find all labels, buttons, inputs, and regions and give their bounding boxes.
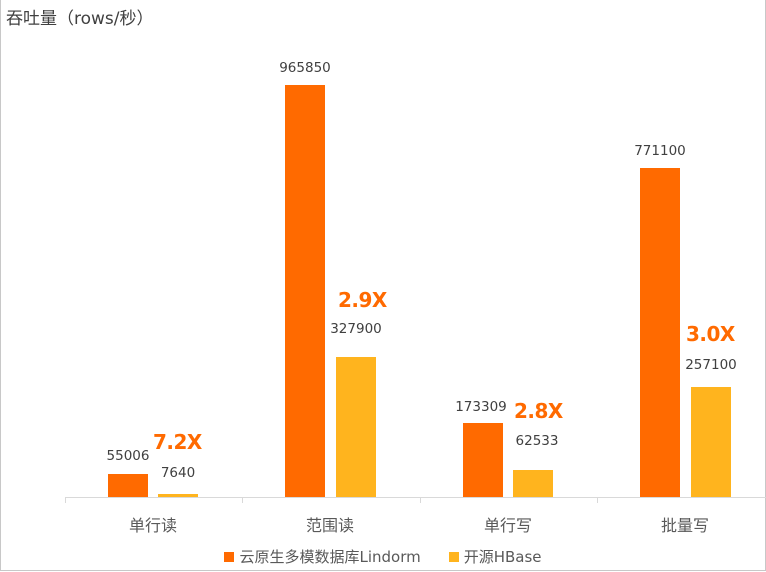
- bar-lindorm: [108, 474, 148, 497]
- ratio-annotation: 2.8X: [514, 399, 563, 423]
- legend-label: 云原生多模数据库Lindorm: [239, 548, 421, 566]
- x-axis-tick: [242, 497, 243, 503]
- value-label-lindorm: 771100: [634, 143, 686, 159]
- value-label-hbase: 327900: [330, 321, 382, 337]
- bar-lindorm: [463, 423, 503, 497]
- category-label: 单行写: [483, 516, 532, 535]
- ratio-annotation: 2.9X: [338, 288, 387, 312]
- bar-hbase: [513, 470, 553, 497]
- bar-hbase: [336, 357, 376, 497]
- bar-lindorm: [640, 168, 680, 497]
- category-label: 范围读: [305, 516, 354, 535]
- legend-item-hbase[interactable]: 开源HBase: [448, 546, 542, 567]
- value-label-lindorm: 965850: [279, 60, 331, 76]
- value-label-hbase: 257100: [685, 357, 737, 373]
- legend-swatch-icon: [448, 551, 459, 562]
- legend-item-lindorm[interactable]: 云原生多模数据库Lindorm: [224, 546, 421, 567]
- x-axis-tick: [65, 497, 66, 503]
- category-label: 批量写: [660, 516, 709, 535]
- bar-hbase: [691, 387, 731, 497]
- legend-swatch-icon: [224, 551, 235, 562]
- value-label-hbase: 62533: [515, 433, 559, 449]
- y-axis-title: 吞吐量（rows/秒）: [6, 9, 154, 29]
- value-label-hbase: 7640: [160, 465, 196, 481]
- ratio-annotation: 7.2X: [153, 430, 202, 454]
- value-label-lindorm: 55006: [106, 448, 150, 464]
- ratio-annotation: 3.0X: [686, 322, 735, 346]
- x-axis-tick: [420, 497, 421, 503]
- x-axis-tick: [597, 497, 598, 503]
- x-axis-line: [65, 497, 766, 498]
- value-label-lindorm: 173309: [455, 399, 507, 415]
- category-label: 单行读: [128, 516, 177, 535]
- legend: 云原生多模数据库Lindorm 开源HBase: [0, 546, 766, 567]
- bar-lindorm: [285, 85, 325, 497]
- legend-label: 开源HBase: [463, 548, 542, 566]
- bar-hbase: [158, 494, 198, 497]
